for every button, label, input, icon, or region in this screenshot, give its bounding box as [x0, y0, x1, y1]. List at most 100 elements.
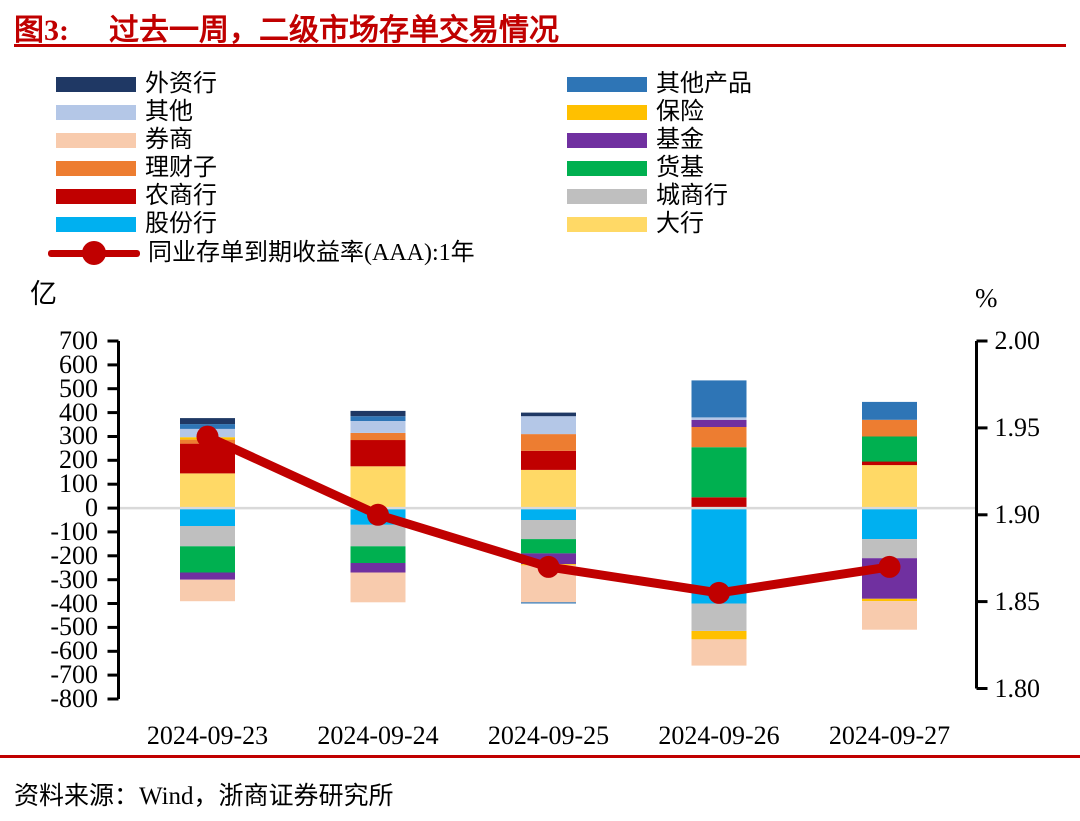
legend-swatch-icon	[56, 188, 136, 204]
left-axis-tick-label: 500	[59, 373, 98, 403]
bars-layer	[180, 380, 917, 666]
legend-item: 理财子	[56, 154, 217, 182]
bar-segment-保险	[862, 598, 917, 602]
bar-segment-股份行	[862, 508, 917, 540]
bar-segment-农商行	[350, 440, 406, 467]
bottom-divider-rule	[0, 755, 1080, 758]
legend-label: 基金	[656, 127, 704, 153]
legend-item: 外资行	[56, 70, 217, 98]
line-marker-icon	[48, 238, 140, 268]
left-axis-tick-label: -600	[50, 636, 98, 666]
bar-segment-其他	[521, 416, 576, 435]
legend-item: 保险	[567, 98, 752, 126]
bar-segment-城商行	[691, 603, 747, 631]
legend-label: 券商	[145, 127, 193, 153]
bar-segment-基金	[180, 572, 235, 580]
legend-label: 大行	[656, 211, 704, 237]
bar-segment-理财子	[521, 434, 576, 451]
bar-segment-理财子	[350, 432, 406, 441]
legend-item: 其他	[56, 98, 217, 126]
left-axis-tick-label: 400	[59, 397, 98, 427]
bar-segment-货基	[862, 436, 917, 462]
legend-label: 其他产品	[656, 71, 752, 97]
right-axis-unit-label: %	[975, 283, 998, 313]
bar-segment-理财子	[862, 419, 917, 437]
legend-item: 农商行	[56, 182, 217, 210]
right-axis-tick-label: 2.00	[994, 326, 1041, 355]
title-divider-rule	[14, 44, 1066, 47]
legend-column-left: 外资行 其他 券商 理财子 农商行 股份行	[56, 70, 217, 238]
yield-line-marker	[878, 555, 901, 578]
legend-label: 其他	[145, 99, 193, 125]
bar-segment-货基	[521, 539, 576, 554]
legend-item: 基金	[567, 126, 752, 154]
legend-label: 外资行	[145, 71, 217, 97]
yield-line-marker	[537, 555, 560, 578]
bar-segment-基金	[350, 563, 406, 573]
legend-line-label: 同业存单到期收益率(AAA):1年	[148, 240, 475, 266]
legend-label: 保险	[656, 99, 704, 125]
bar-segment-城商行	[350, 524, 406, 547]
bar-segment-大行	[180, 473, 235, 509]
yield-line-marker	[708, 581, 730, 604]
legend-swatch-icon	[56, 132, 136, 148]
bar-segment-其他产品	[521, 602, 576, 604]
bar-segment-货基	[180, 546, 235, 573]
right-axis-tick-label: 1.80	[994, 673, 1041, 703]
legend-swatch-icon	[56, 104, 136, 120]
legend-item: 大行	[567, 210, 752, 238]
x-axis-category-label: 2024-09-26	[658, 721, 780, 750]
bar-segment-基金	[691, 419, 747, 427]
right-axis-tick-label: 1.85	[994, 586, 1041, 616]
bar-segment-城商行	[862, 539, 917, 559]
bar-segment-其他	[350, 421, 406, 433]
bar-segment-外资行	[180, 418, 235, 425]
bar-segment-外资行	[521, 412, 576, 417]
bar-segment-货基	[691, 447, 747, 498]
left-axis-unit-label: 亿	[30, 279, 57, 309]
legend-item: 券商	[56, 126, 217, 154]
left-axis	[107, 339, 120, 701]
legend-label: 股份行	[145, 211, 217, 237]
bar-segment-农商行	[691, 497, 747, 508]
bar-segment-货基	[350, 546, 406, 563]
bar-segment-股份行	[180, 508, 235, 526]
legend-swatch-icon	[56, 160, 136, 176]
left-axis-tick-label: -300	[50, 564, 98, 594]
bar-segment-券商	[691, 639, 747, 666]
legend-label: 理财子	[145, 155, 217, 181]
source-label: 资料来源：	[14, 783, 140, 810]
bar-segment-理财子	[691, 426, 747, 448]
left-axis-tick-label: 600	[59, 349, 98, 379]
x-axis-category-label: 2024-09-27	[828, 721, 951, 750]
bar-segment-城商行	[180, 526, 235, 547]
left-axis-tick-label: 200	[59, 445, 98, 475]
legend-swatch-icon	[56, 76, 136, 92]
bar-segment-农商行	[521, 450, 576, 470]
right-axis-tick-label: 1.95	[994, 412, 1041, 442]
bar-segment-城商行	[521, 520, 576, 540]
source-text: Wind，浙商证券研究所	[139, 783, 394, 810]
legend-item: 其他产品	[567, 70, 752, 98]
legend-column-right: 其他产品 保险 基金 货基 城商行 大行	[567, 70, 752, 238]
figure-title-text: 过去一周，二级市场存单交易情况	[109, 14, 559, 47]
legend-item: 货基	[567, 154, 752, 182]
legend-label: 农商行	[145, 183, 217, 209]
yield-line-marker	[367, 503, 389, 526]
legend-label: 货基	[656, 155, 704, 181]
bar-segment-券商	[862, 601, 917, 630]
bar-segment-外资行	[350, 410, 406, 417]
figure-number: 图3:	[14, 14, 69, 47]
legend-swatch-icon	[567, 104, 647, 120]
x-axis-category-label: 2024-09-25	[487, 721, 610, 750]
legend-item: 股份行	[56, 210, 217, 238]
legend-item-yield-line: 同业存单到期收益率(AAA):1年	[48, 238, 475, 268]
legend-item: 城商行	[567, 182, 752, 210]
legend-swatch-icon	[567, 160, 647, 176]
bar-segment-券商	[350, 572, 406, 603]
bar-segment-其他	[691, 417, 747, 420]
bar-segment-券商	[180, 579, 235, 602]
